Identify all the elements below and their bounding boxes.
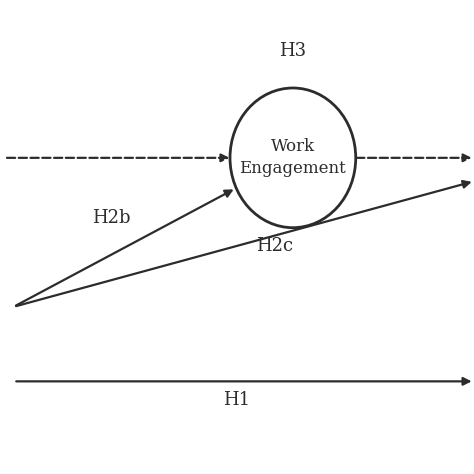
Text: H1: H1 (223, 391, 251, 409)
Text: H2c: H2c (255, 237, 293, 255)
Text: H2b: H2b (92, 210, 130, 228)
Text: Work
Engagement: Work Engagement (239, 138, 346, 177)
Text: H3: H3 (279, 42, 306, 60)
